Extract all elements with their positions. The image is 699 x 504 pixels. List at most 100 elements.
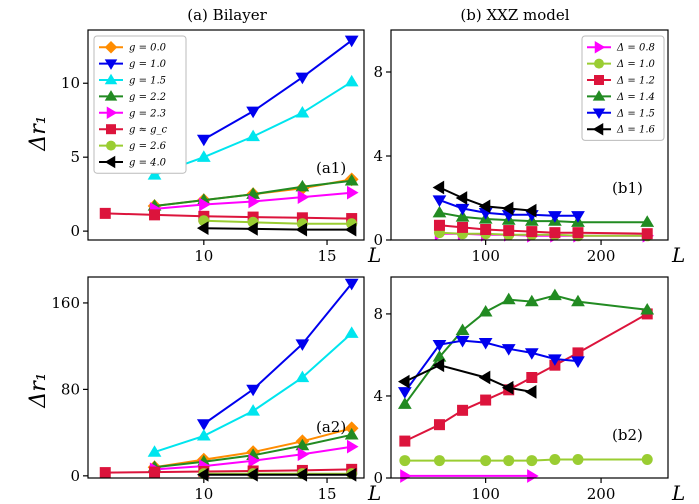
legend-marker xyxy=(594,58,604,69)
data-point xyxy=(246,106,260,119)
data-point xyxy=(524,203,537,218)
data-point xyxy=(246,384,260,397)
plot-frame xyxy=(87,276,365,479)
legend-marker xyxy=(592,90,606,101)
series-line xyxy=(203,282,353,425)
legend: Δ = 0.8 Δ = 1.0 Δ = 1.2 Δ = 1.4 Δ = 1.5 Δ = 1… xyxy=(581,35,665,141)
legend-label: g = 4.0 xyxy=(129,158,167,169)
legend-label: g ≈ g_c xyxy=(129,125,168,136)
data-point xyxy=(432,340,447,352)
data-point xyxy=(455,335,470,348)
data-point xyxy=(196,428,211,441)
data-point xyxy=(149,466,161,478)
legend-item: Δ = 0.8 xyxy=(587,40,655,54)
legend-label: Δ = 1.4 xyxy=(616,92,655,103)
data-point xyxy=(344,35,359,48)
data-point xyxy=(548,354,562,366)
series-line xyxy=(203,39,353,141)
series-line xyxy=(439,211,648,224)
title-left: (a) Bilayer xyxy=(187,6,267,24)
y-tick-label: 5 xyxy=(70,148,80,166)
data-point xyxy=(344,326,359,338)
data-point xyxy=(432,205,447,218)
data-point xyxy=(526,226,538,238)
legend-label: Δ = 1.2 xyxy=(616,76,655,87)
data-point xyxy=(478,337,493,350)
series-b2-4 xyxy=(397,288,655,409)
series-a1-8 xyxy=(196,221,357,237)
y-tick-label: 0 xyxy=(373,469,383,487)
legend-item: g = 2.6 xyxy=(99,140,167,152)
series-a2-3 xyxy=(147,326,359,457)
x-axis-label: L xyxy=(671,243,685,267)
legend-marker xyxy=(592,108,606,120)
panel-tag: (a2) xyxy=(316,418,346,436)
data-point xyxy=(147,168,162,180)
x-tick-label: 100 xyxy=(471,247,500,265)
data-point xyxy=(295,370,310,383)
legend-item: g = 2.2 xyxy=(99,90,166,103)
legend-item: Δ = 1.5 xyxy=(587,108,655,119)
series-b1-6 xyxy=(432,180,537,218)
data-point xyxy=(501,292,516,305)
data-point xyxy=(99,467,111,479)
data-point xyxy=(640,302,655,315)
x-tick-label: 200 xyxy=(587,247,616,265)
series-a2-2 xyxy=(196,278,359,431)
series-a1-2 xyxy=(196,35,359,147)
data-point xyxy=(524,384,537,399)
data-point xyxy=(397,374,410,389)
data-point xyxy=(295,105,310,118)
data-point xyxy=(344,278,359,291)
data-point xyxy=(527,469,539,483)
data-point xyxy=(149,209,161,221)
data-point xyxy=(344,74,359,87)
data-point xyxy=(571,294,585,307)
data-point xyxy=(397,397,412,409)
data-point xyxy=(571,356,585,368)
legend-marker xyxy=(594,40,606,54)
legend-item: Δ = 1.6 xyxy=(587,122,655,136)
data-point xyxy=(400,469,412,483)
data-point xyxy=(457,221,469,233)
legend-marker xyxy=(106,124,116,135)
x-tick-label: 15 xyxy=(317,485,336,503)
data-point xyxy=(572,227,584,239)
data-point xyxy=(99,207,111,219)
data-point xyxy=(432,195,447,207)
legend-item: Δ = 1.2 xyxy=(587,75,655,87)
data-point xyxy=(549,227,561,239)
legend-marker xyxy=(104,73,118,85)
data-point xyxy=(344,222,357,237)
data-point xyxy=(548,211,562,223)
data-point xyxy=(344,173,359,186)
data-point xyxy=(248,453,260,468)
plot-frame xyxy=(390,276,669,479)
y-tick-label: 0 xyxy=(70,222,80,240)
legend-label: Δ = 0.8 xyxy=(616,43,655,54)
y-axis-label-bottom: Δr₁ xyxy=(26,372,51,408)
series-line xyxy=(105,212,352,220)
series-b2-1 xyxy=(400,469,539,483)
y-axis-label-top: Δr₁ xyxy=(26,115,51,151)
data-point xyxy=(640,215,655,227)
legend-label: g = 1.0 xyxy=(129,59,167,70)
y-tick-label: 4 xyxy=(373,387,383,405)
data-point xyxy=(548,288,562,301)
data-point xyxy=(196,419,211,431)
legend-marker xyxy=(106,106,118,120)
legend-label: g = 2.3 xyxy=(129,108,166,119)
panel-a1: 10 15 0 5 10 L (a1) g = 0.0 g = 1.0 g = 1.5 g = 2.… xyxy=(61,29,381,267)
data-point xyxy=(433,455,445,467)
data-point xyxy=(433,419,445,431)
data-point xyxy=(501,201,514,216)
data-point xyxy=(196,150,211,162)
data-point xyxy=(526,455,538,467)
data-point xyxy=(478,370,491,385)
y-tick-label: 0 xyxy=(373,231,383,249)
legend-item: g = 1.5 xyxy=(99,73,166,87)
series-a1-3 xyxy=(147,74,359,180)
data-point xyxy=(295,72,310,85)
